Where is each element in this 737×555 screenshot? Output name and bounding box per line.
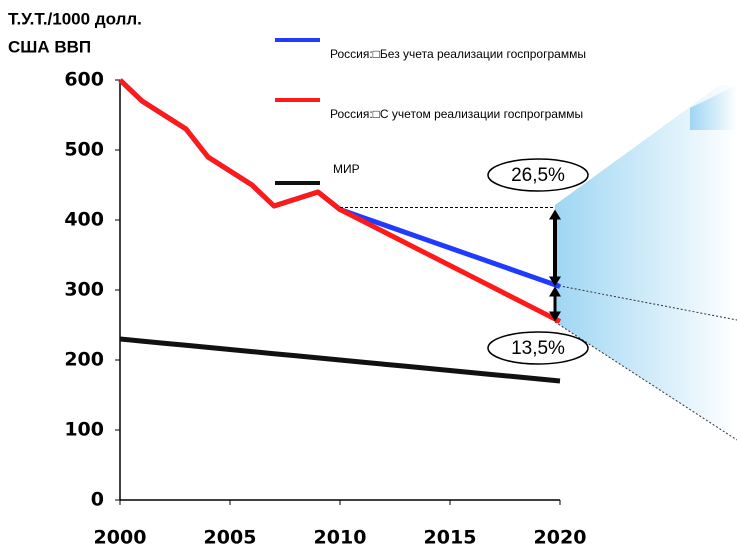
annotation: 13,5% (511, 338, 565, 359)
callout-edge (554, 284, 737, 321)
arrow-head (549, 286, 561, 297)
callout-panel (690, 85, 737, 130)
annotation-bubble (487, 158, 589, 192)
legend-label: МИР (333, 162, 360, 176)
x-tick-label: 2020 (534, 527, 587, 549)
series-line (119, 336, 561, 384)
x-tick-label: 2000 (94, 527, 147, 549)
x-tick-label: 2010 (314, 527, 367, 549)
title-line: США ВВП (8, 37, 91, 56)
arrow-head (549, 311, 561, 322)
legend-label: Россия:□Без учета реализации госпрограмм… (330, 47, 586, 61)
y-tick-label: 500 (64, 139, 104, 161)
annotation-bubble (487, 331, 589, 365)
y-tick-label: 400 (64, 209, 104, 231)
series-line (118, 78, 562, 324)
x-tick-label: 2005 (204, 527, 257, 549)
callout-edge (554, 321, 737, 441)
y-tick-label: 100 (64, 419, 104, 441)
y-tick-label: 300 (64, 279, 104, 301)
title-line: Т.У.Т./1000 долл. (8, 9, 142, 28)
annotation: 26,5% (511, 165, 565, 186)
y-tick-label: 200 (64, 349, 104, 371)
arrow-head (549, 276, 561, 287)
callout-panel (555, 85, 737, 440)
x-tick-label: 2015 (424, 527, 477, 549)
y-tick-label: 600 (64, 69, 104, 91)
y-tick-label: 0 (91, 489, 104, 511)
legend-label: Россия:□С учетом реализации госпрограммы (330, 107, 583, 121)
arrow-head (549, 209, 561, 220)
